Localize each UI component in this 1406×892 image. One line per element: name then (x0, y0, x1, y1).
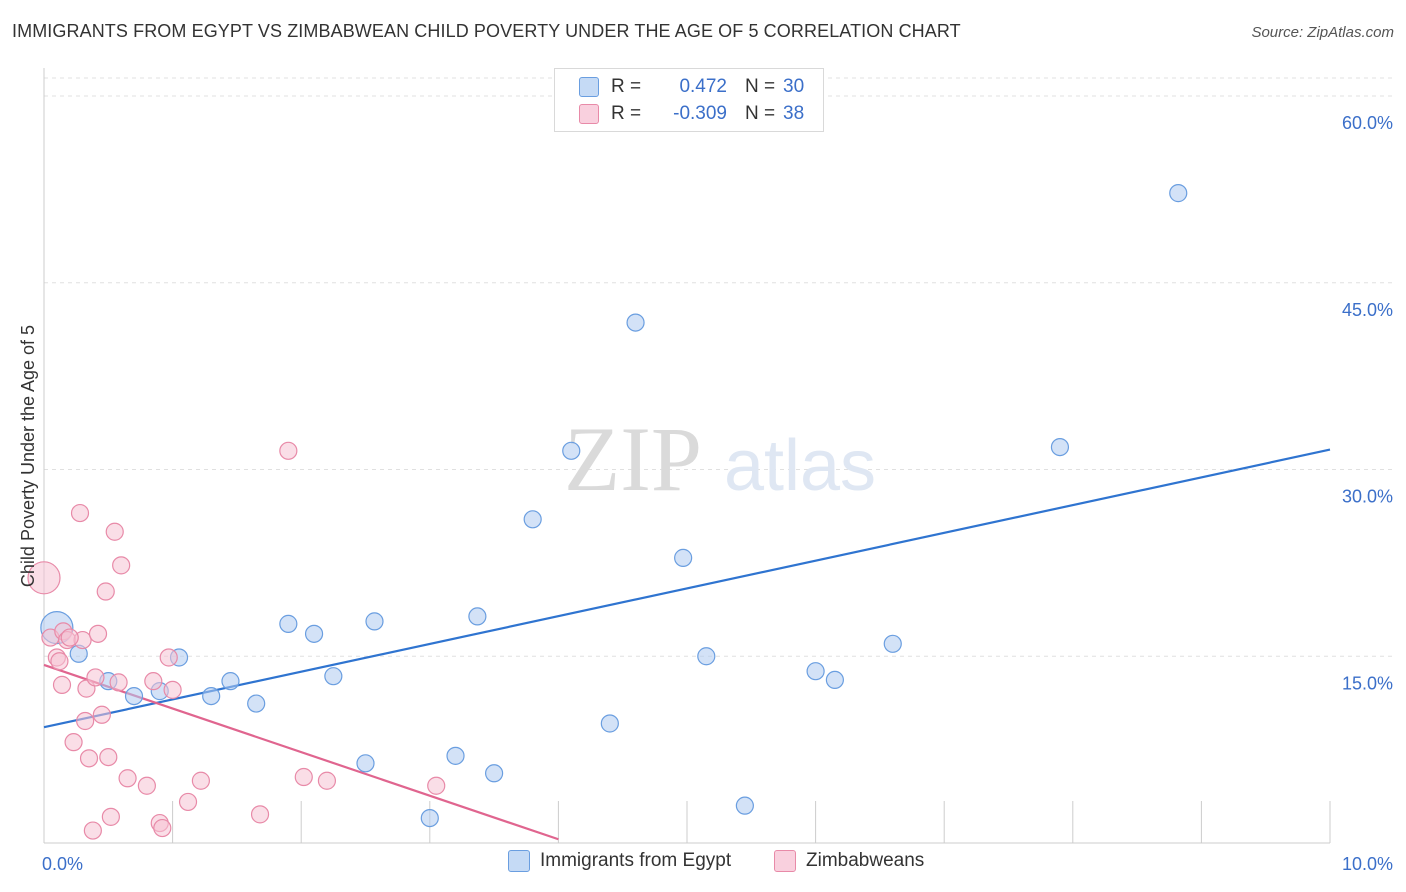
point-zimbabwean (83, 821, 102, 840)
x-tick-label: 0.0% (42, 854, 83, 874)
point-zimbabwean (159, 648, 178, 667)
point-zimbabwean (86, 668, 105, 687)
r-label: R = (611, 103, 642, 124)
point-zimbabwean (70, 503, 90, 523)
point-egypt (825, 670, 844, 690)
point-zimbabwean (99, 747, 118, 767)
point-egypt (446, 746, 465, 765)
point-zimbabwean (250, 805, 270, 824)
watermark: ZIP atlas (564, 408, 876, 510)
point-egypt (324, 667, 343, 686)
stats-row-egypt: R = 0.472 N = 30 (579, 74, 804, 100)
legend-item-zimbabweans[interactable]: Zimbabweans (774, 850, 924, 872)
trend-line-egypt (43, 448, 1331, 729)
point-zimbabwean (144, 672, 163, 691)
swatch-egypt (579, 77, 599, 97)
point-egypt (279, 614, 298, 633)
r-value: -0.309 (673, 103, 727, 124)
x-tick-label: 10.0% (1342, 854, 1393, 874)
point-zimbabwean (191, 771, 210, 790)
point-zimbabwean (317, 771, 337, 790)
axes (43, 68, 1331, 844)
point-zimbabwean (50, 652, 69, 671)
point-egypt (365, 612, 384, 631)
point-zimbabwean (60, 628, 79, 647)
point-zimbabwean (27, 561, 61, 595)
point-egypt (247, 694, 266, 713)
point-zimbabwean (64, 733, 83, 752)
point-egypt (356, 754, 375, 773)
point-zimbabwean (96, 582, 115, 601)
point-zimbabwean (88, 624, 108, 643)
point-zimbabwean (79, 749, 99, 768)
point-zimbabwean (112, 556, 131, 575)
point-egypt (600, 714, 619, 733)
series-legend: Immigrants from Egypt Zimbabweans (0, 850, 1406, 878)
y-axis-label: Child Poverty Under the Age of 5 (18, 325, 38, 587)
gridlines (44, 77, 1392, 657)
point-egypt (626, 313, 645, 332)
stats-row-zimbabwe: R = -0.309 N = 38 (579, 101, 804, 127)
point-egypt (468, 607, 487, 626)
r-label: R = (611, 76, 642, 97)
data-points (27, 184, 1188, 840)
chart-title: IMMIGRANTS FROM EGYPT VS ZIMBABWEAN CHIL… (12, 21, 961, 41)
point-zimbabwean (52, 675, 72, 694)
point-egypt (124, 686, 144, 706)
point-zimbabwean (118, 769, 137, 788)
point-zimbabwean (101, 807, 120, 826)
point-egypt (420, 808, 439, 828)
point-egypt (304, 624, 324, 643)
stats-legend: R = 0.472 N = 30 R = -0.309 N = 38 (554, 68, 824, 132)
point-egypt (1169, 184, 1188, 203)
y-tick-label: 45.0% (1342, 300, 1393, 320)
point-zimbabwean (427, 776, 446, 795)
n-label: N = (745, 103, 776, 124)
point-egypt (697, 647, 716, 666)
point-zimbabwean (153, 818, 172, 838)
point-egypt (674, 548, 693, 567)
point-egypt (735, 796, 754, 815)
y-tick-label: 30.0% (1342, 487, 1393, 507)
point-egypt (485, 764, 504, 783)
watermark-atlas: atlas (724, 426, 876, 506)
swatch-zimbabwe (579, 104, 599, 124)
r-value: 0.472 (679, 76, 727, 97)
point-egypt (1050, 437, 1070, 457)
point-zimbabwean (92, 705, 111, 724)
point-zimbabwean (76, 711, 95, 731)
legend-swatch-zimbabweans (774, 850, 796, 872)
n-label: N = (745, 76, 776, 97)
y-tick-label: 60.0% (1342, 113, 1393, 133)
point-zimbabwean (294, 767, 313, 787)
point-egypt (883, 634, 902, 653)
point-egypt (202, 686, 221, 706)
legend-label-egypt: Immigrants from Egypt (540, 850, 732, 871)
point-zimbabwean (105, 522, 124, 541)
point-zimbabwean (109, 673, 128, 692)
n-value: 30 (783, 76, 805, 97)
legend-swatch-egypt (508, 850, 530, 872)
point-egypt (523, 510, 542, 529)
source-credit: Source: ZipAtlas.com (1251, 24, 1394, 41)
y-tick-label: 15.0% (1342, 673, 1393, 693)
legend-label-zimbabweans: Zimbabweans (806, 850, 925, 871)
tick-labels: 15.0% 30.0% 45.0% 60.0% 0.0% 10.0% (42, 113, 1393, 874)
watermark-zip: ZIP (564, 408, 702, 510)
point-zimbabwean (137, 776, 156, 795)
n-value: 38 (783, 103, 805, 124)
point-egypt (806, 662, 825, 681)
legend-item-egypt[interactable]: Immigrants from Egypt (508, 850, 731, 872)
point-zimbabwean (163, 680, 182, 699)
point-egypt (221, 672, 240, 691)
point-zimbabwean (279, 441, 298, 460)
point-egypt (562, 441, 581, 460)
point-zimbabwean (178, 792, 198, 812)
